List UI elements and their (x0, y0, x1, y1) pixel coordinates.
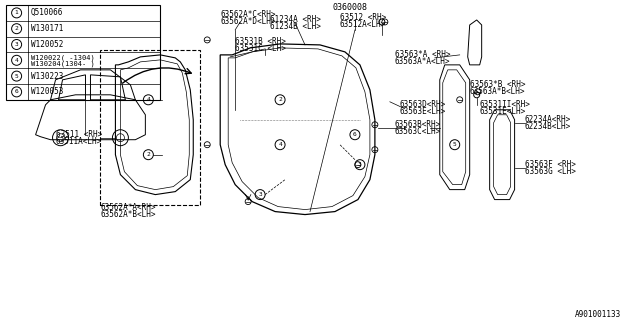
Text: 63563A*B<LH>: 63563A*B<LH> (470, 87, 525, 96)
Text: 4: 4 (147, 97, 150, 102)
Text: 0360008: 0360008 (332, 4, 367, 12)
Text: W130171: W130171 (31, 24, 63, 33)
Text: 3: 3 (259, 192, 262, 197)
Text: 63562A*D<LH>: 63562A*D<LH> (220, 18, 276, 27)
Text: W120052: W120052 (31, 40, 63, 49)
Text: Q510066: Q510066 (31, 8, 63, 17)
Text: 63563D<RH>: 63563D<RH> (400, 100, 446, 109)
Text: 63511 <RH>: 63511 <RH> (56, 130, 102, 139)
Text: 62234B<LH>: 62234B<LH> (525, 122, 571, 131)
Text: 63512A<LH>: 63512A<LH> (340, 20, 386, 29)
Text: 63563F <RH>: 63563F <RH> (525, 160, 575, 169)
Text: 2: 2 (147, 152, 150, 157)
Text: A901001133: A901001133 (575, 310, 621, 319)
Text: 63531C <LH>: 63531C <LH> (235, 44, 286, 53)
Text: 62234A<RH>: 62234A<RH> (525, 115, 571, 124)
Text: 63531E<LH>: 63531E<LH> (479, 107, 526, 116)
Text: W130223: W130223 (31, 72, 63, 81)
Text: 5: 5 (453, 142, 456, 147)
Text: 1: 1 (15, 10, 19, 15)
Text: 63512 <RH>: 63512 <RH> (340, 13, 386, 22)
Text: 63563*A <RH>: 63563*A <RH> (395, 50, 451, 60)
Text: 6: 6 (15, 89, 19, 94)
Text: 4: 4 (278, 142, 282, 147)
Text: W120022( -1304): W120022( -1304) (31, 54, 94, 60)
Text: 63563A*A<LH>: 63563A*A<LH> (395, 57, 451, 66)
Text: 63562A*B<LH>: 63562A*B<LH> (100, 210, 156, 219)
Text: W120053: W120053 (31, 87, 63, 96)
Text: 5: 5 (15, 74, 19, 79)
Text: 63563G <LH>: 63563G <LH> (525, 167, 575, 176)
Text: 3: 3 (358, 162, 362, 167)
Text: 3: 3 (15, 42, 19, 47)
Text: 61234A <RH>: 61234A <RH> (270, 15, 321, 24)
Text: 63562A*A<RH>: 63562A*A<RH> (100, 203, 156, 212)
Text: 63563B<RH>: 63563B<RH> (395, 120, 441, 129)
Bar (6, 5, 161, 100)
Text: W130204(1304- ): W130204(1304- ) (31, 60, 94, 67)
Text: 63562A*C<RH>: 63562A*C<RH> (220, 11, 276, 20)
Text: 63531B <RH>: 63531B <RH> (235, 37, 286, 46)
Text: 2: 2 (15, 26, 19, 31)
Text: 2: 2 (278, 97, 282, 102)
Text: 63531II<RH>: 63531II<RH> (479, 100, 531, 109)
Text: 6: 6 (353, 132, 357, 137)
Text: 63563*B <RH>: 63563*B <RH> (470, 80, 525, 89)
Text: 63563E<LH>: 63563E<LH> (400, 107, 446, 116)
Text: 63563C<LH>: 63563C<LH> (395, 127, 441, 136)
Text: 61234B <LH>: 61234B <LH> (270, 22, 321, 31)
Text: 4: 4 (15, 58, 19, 63)
Text: 63511A<LH>: 63511A<LH> (56, 137, 102, 146)
